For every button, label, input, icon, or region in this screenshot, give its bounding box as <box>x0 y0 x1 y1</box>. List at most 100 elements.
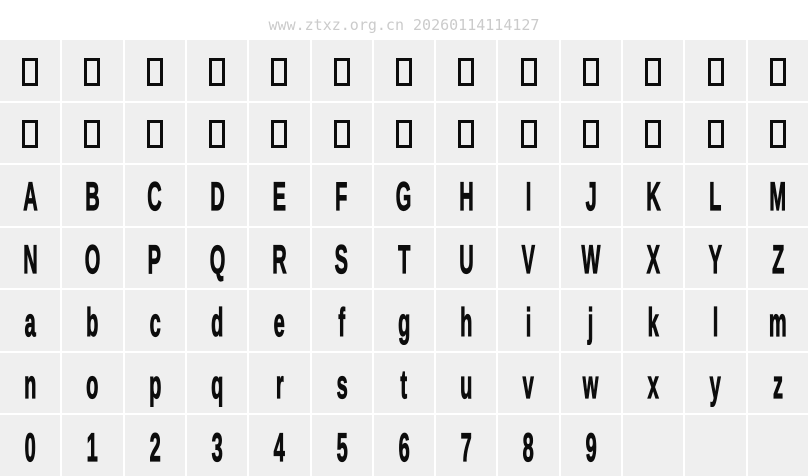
glyph-cell-P: P <box>124 227 185 289</box>
missing-glyph-box-icon <box>769 57 786 86</box>
glyph-cell-M: M <box>747 165 808 226</box>
glyph-char: X <box>646 237 660 282</box>
glyph-char: U <box>459 237 474 282</box>
glyph-char: x <box>647 363 659 408</box>
glyph-cell-N: N <box>0 227 61 289</box>
glyph-cell-notdef <box>124 102 185 164</box>
glyph-cell-E: E <box>249 165 310 226</box>
missing-glyph-box-icon <box>271 57 288 86</box>
watermark-text: www.ztxz.org.cn 20260114114127 <box>268 16 540 34</box>
missing-glyph-box-icon <box>395 57 412 86</box>
glyph-cell-W: W <box>560 227 622 289</box>
glyph-cell-T: T <box>373 227 435 289</box>
missing-glyph-box-icon <box>645 120 662 149</box>
glyph-char: Y <box>708 237 723 282</box>
glyph-char: o <box>86 363 99 408</box>
glyph-char: 8 <box>523 425 535 470</box>
glyph-cell-K: K <box>623 165 684 226</box>
glyph-cell-notdef <box>623 40 684 101</box>
glyph-cell-notdef <box>436 102 497 164</box>
glyph-char: S <box>335 237 349 282</box>
glyph-char: T <box>397 237 411 282</box>
glyph-cell-q: q <box>186 352 248 414</box>
glyph-cell-notdef <box>62 40 123 101</box>
glyph-cell-4: 4 <box>249 415 310 476</box>
glyph-char: a <box>24 300 36 345</box>
glyph-cell-notdef <box>186 40 248 101</box>
missing-glyph-box-icon <box>209 57 226 86</box>
glyph-char: B <box>85 175 100 220</box>
glyph-cell-x: x <box>623 352 684 414</box>
glyph-cell-D: D <box>186 165 248 226</box>
glyph-cell-n: n <box>0 352 61 414</box>
glyph-char: 7 <box>460 425 472 470</box>
glyph-char: N <box>22 237 38 282</box>
glyph-cell-b: b <box>62 290 123 351</box>
glyph-cell-a: a <box>0 290 61 351</box>
glyph-cell-l: l <box>685 290 746 351</box>
missing-glyph-box-icon <box>520 57 537 86</box>
glyph-char: h <box>460 300 473 345</box>
glyph-char: I <box>525 175 532 220</box>
glyph-cell-V: V <box>498 227 559 289</box>
glyph-cell-Y: Y <box>685 227 746 289</box>
glyph-char: M <box>769 175 787 220</box>
glyph-cell-z: z <box>747 352 808 414</box>
missing-glyph-box-icon <box>22 120 39 149</box>
glyph-cell-Q: Q <box>186 227 248 289</box>
glyph-char: J <box>585 175 597 220</box>
glyph-char: k <box>647 300 659 345</box>
glyph-cell-A: A <box>0 165 61 226</box>
glyph-char: f <box>338 300 346 345</box>
glyph-char: 3 <box>211 425 223 470</box>
glyph-cell-C: C <box>124 165 185 226</box>
glyph-char: A <box>22 175 38 220</box>
missing-glyph-box-icon <box>582 120 599 149</box>
glyph-char: 1 <box>86 425 99 470</box>
glyph-cell-5: 5 <box>311 415 372 476</box>
glyph-char: G <box>396 175 412 220</box>
missing-glyph-box-icon <box>84 57 101 86</box>
glyph-cell-y: y <box>685 352 746 414</box>
glyph-cell-X: X <box>623 227 684 289</box>
missing-glyph-box-icon <box>769 120 786 149</box>
glyph-cell-1: 1 <box>62 415 123 476</box>
glyph-cell-notdef <box>0 102 61 164</box>
glyph-cell-notdef <box>311 40 372 101</box>
glyph-cell-9: 9 <box>560 415 622 476</box>
glyph-cell-p: p <box>124 352 185 414</box>
glyph-cell-J: J <box>560 165 622 226</box>
glyph-cell-j: j <box>560 290 622 351</box>
missing-glyph-box-icon <box>645 57 662 86</box>
glyph-char: z <box>772 363 784 408</box>
glyph-char: Z <box>771 237 784 282</box>
glyph-char: V <box>521 237 536 282</box>
missing-glyph-box-icon <box>146 57 163 86</box>
glyph-char: L <box>709 175 722 220</box>
glyph-char: O <box>84 237 101 282</box>
glyph-cell-0: 0 <box>0 415 61 476</box>
glyph-cell-h: h <box>436 290 497 351</box>
glyph-char: i <box>525 300 532 345</box>
glyph-cell-notdef <box>249 102 310 164</box>
glyph-cell-empty <box>685 415 746 476</box>
glyph-char: P <box>148 237 162 282</box>
glyph-cell-e: e <box>249 290 310 351</box>
glyph-cell-k: k <box>623 290 684 351</box>
glyph-char: C <box>147 175 162 220</box>
glyph-char: e <box>273 300 286 345</box>
glyph-char: W <box>581 237 601 282</box>
glyph-cell-t: t <box>373 352 435 414</box>
glyph-cell-notdef <box>685 40 746 101</box>
glyph-cell-notdef <box>62 102 123 164</box>
glyph-char: p <box>148 363 161 408</box>
glyph-char: E <box>272 175 287 220</box>
glyph-cell-notdef <box>747 40 808 101</box>
glyph-cell-notdef <box>249 40 310 101</box>
glyph-cell-notdef <box>498 102 559 164</box>
glyph-char: r <box>275 363 284 408</box>
missing-glyph-box-icon <box>395 120 412 149</box>
glyph-cell-U: U <box>436 227 497 289</box>
glyph-char: 6 <box>398 425 410 470</box>
glyph-cell-S: S <box>311 227 372 289</box>
